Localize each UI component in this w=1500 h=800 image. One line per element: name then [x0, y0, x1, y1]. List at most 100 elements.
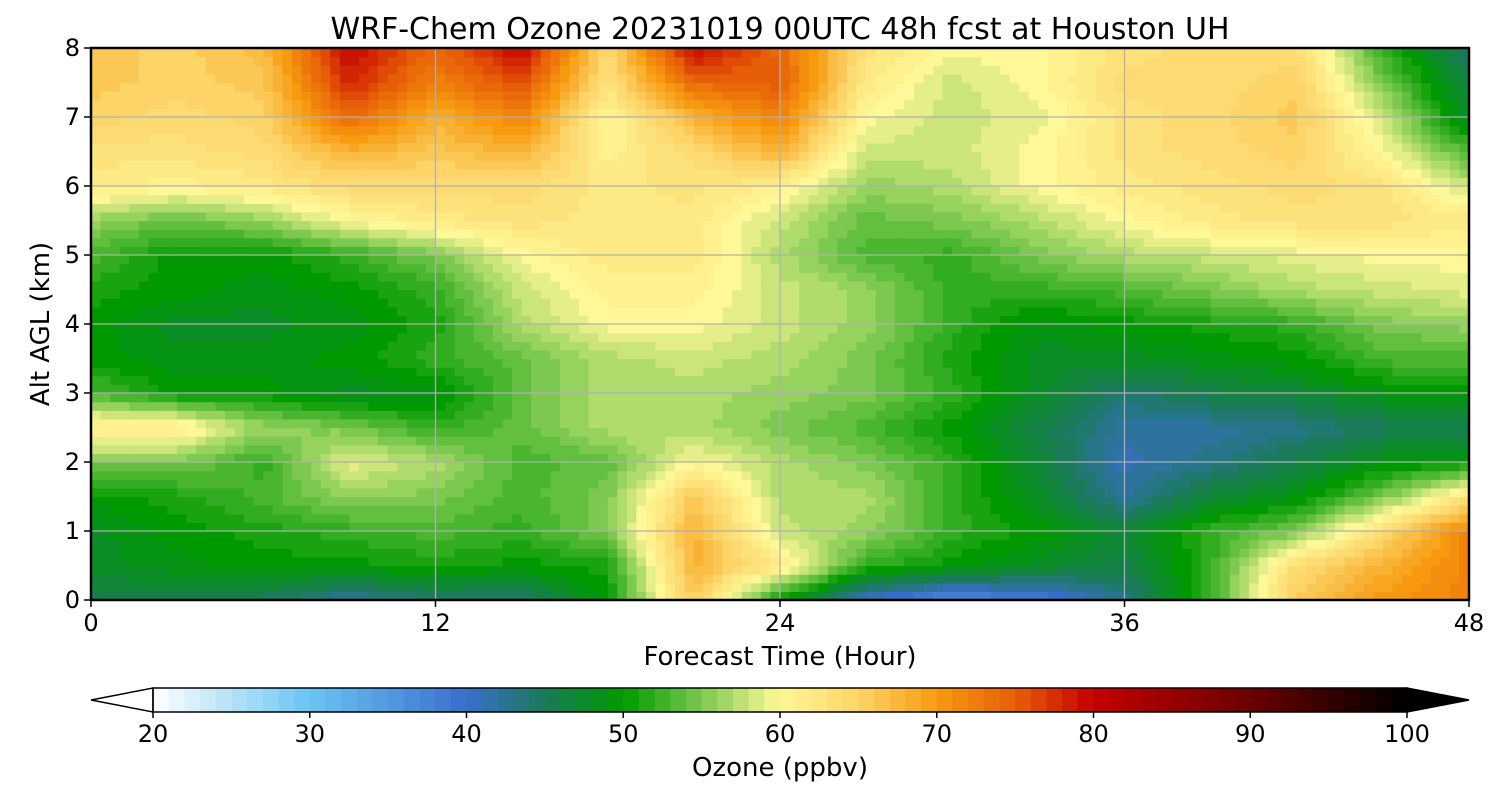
heatmap-cell	[1124, 462, 1135, 472]
heatmap-cell	[856, 341, 867, 351]
heatmap-cell	[272, 505, 283, 515]
heatmap-cell	[646, 384, 657, 394]
heatmap-cell	[301, 487, 312, 498]
heatmap-cell	[282, 306, 293, 316]
heatmap-cell	[674, 315, 685, 325]
heatmap-cell	[186, 384, 197, 394]
heatmap-cell	[626, 505, 638, 515]
heatmap-cell	[492, 427, 504, 437]
heatmap-cell	[579, 444, 590, 454]
heatmap-cell	[875, 349, 886, 360]
heatmap-cell	[1181, 418, 1193, 429]
heatmap-cell	[100, 556, 111, 567]
heatmap-cell	[1191, 548, 1202, 558]
heatmap-cell	[1440, 306, 1451, 316]
heatmap-cell	[1038, 436, 1049, 446]
heatmap-cell	[799, 539, 810, 549]
heatmap-cell	[483, 548, 494, 558]
heatmap-cell	[110, 306, 121, 316]
heatmap-cell	[1459, 367, 1470, 377]
heatmap-cell	[971, 349, 982, 360]
heatmap-cell	[1172, 591, 1183, 601]
heatmap-cell	[205, 324, 216, 334]
heatmap-cell	[244, 306, 255, 316]
heatmap-cell	[167, 470, 178, 480]
heatmap-cell	[1459, 384, 1470, 394]
heatmap-cell	[502, 444, 513, 454]
heatmap-cell	[177, 453, 188, 463]
heatmap-cell	[148, 531, 159, 541]
heatmap-cell	[1325, 470, 1336, 480]
heatmap-cell	[1047, 393, 1059, 403]
heatmap-cell	[1239, 436, 1250, 446]
heatmap-cell	[320, 522, 331, 532]
heatmap-cell	[330, 548, 341, 558]
heatmap-cell	[942, 574, 953, 584]
heatmap-cell	[1440, 574, 1451, 584]
heatmap-cell	[406, 401, 417, 411]
heatmap-cell	[291, 582, 303, 592]
heatmap-cell	[1392, 349, 1403, 360]
heatmap-cell	[492, 410, 504, 420]
heatmap-cell	[1354, 306, 1365, 316]
heatmap-cell	[1067, 565, 1078, 575]
heatmap-cell	[559, 341, 571, 351]
heatmap-cell	[1143, 349, 1154, 360]
heatmap-cell	[1086, 341, 1097, 351]
heatmap-cell	[1373, 324, 1384, 334]
heatmap-cell	[713, 324, 724, 334]
heatmap-cell	[330, 539, 341, 549]
heatmap-cell	[665, 591, 676, 601]
heatmap-cell	[646, 315, 657, 325]
heatmap-cell	[492, 358, 504, 368]
heatmap-cell	[157, 332, 169, 342]
heatmap-cell	[607, 418, 618, 429]
heatmap-cell	[1191, 453, 1202, 463]
heatmap-cell	[320, 375, 331, 385]
heatmap-cell	[942, 548, 953, 558]
heatmap-cell	[215, 505, 226, 515]
heatmap-cell	[1009, 522, 1020, 532]
heatmap-cell	[521, 341, 532, 351]
heatmap-cell	[301, 384, 312, 394]
heatmap-cell	[799, 384, 810, 394]
heatmap-cell	[196, 298, 207, 308]
heatmap-cell	[732, 565, 743, 575]
heatmap-cell	[119, 556, 130, 567]
heatmap-cell	[157, 393, 169, 403]
heatmap-cell	[406, 582, 417, 592]
heatmap-cell	[1363, 324, 1374, 334]
heatmap-cell	[598, 324, 609, 334]
heatmap-cell	[971, 539, 982, 549]
heatmap-cell	[856, 531, 867, 541]
heatmap-cell	[416, 539, 427, 549]
heatmap-cell	[866, 513, 877, 523]
heatmap-cell	[263, 548, 274, 558]
heatmap-cell	[913, 470, 925, 480]
heatmap-cell	[244, 315, 255, 325]
heatmap-cell	[1248, 582, 1260, 592]
heatmap-cell	[1287, 418, 1298, 429]
heatmap-cell	[531, 393, 542, 403]
heatmap-cell	[559, 375, 571, 385]
heatmap-cell	[1019, 418, 1030, 429]
heatmap-cell	[1028, 410, 1039, 420]
heatmap-cell	[1248, 556, 1260, 567]
heatmap-cell	[1258, 548, 1269, 558]
heatmap-cell	[588, 556, 599, 567]
heatmap-cell	[780, 582, 791, 592]
heatmap-cell	[1354, 479, 1365, 489]
heatmap-cell	[186, 341, 197, 351]
heatmap-cell	[263, 298, 274, 308]
heatmap-cell	[129, 393, 140, 403]
heatmap-cell	[416, 487, 427, 498]
heatmap-cell	[1382, 401, 1394, 411]
heatmap-cell	[234, 487, 245, 498]
heatmap-cell	[1038, 556, 1049, 567]
heatmap-cell	[1344, 367, 1355, 377]
heatmap-cell	[1229, 565, 1240, 575]
heatmap-cell	[827, 418, 839, 429]
heatmap-cell	[1354, 427, 1365, 437]
heatmap-cell	[1124, 315, 1135, 325]
heatmap-cell	[1095, 332, 1106, 342]
